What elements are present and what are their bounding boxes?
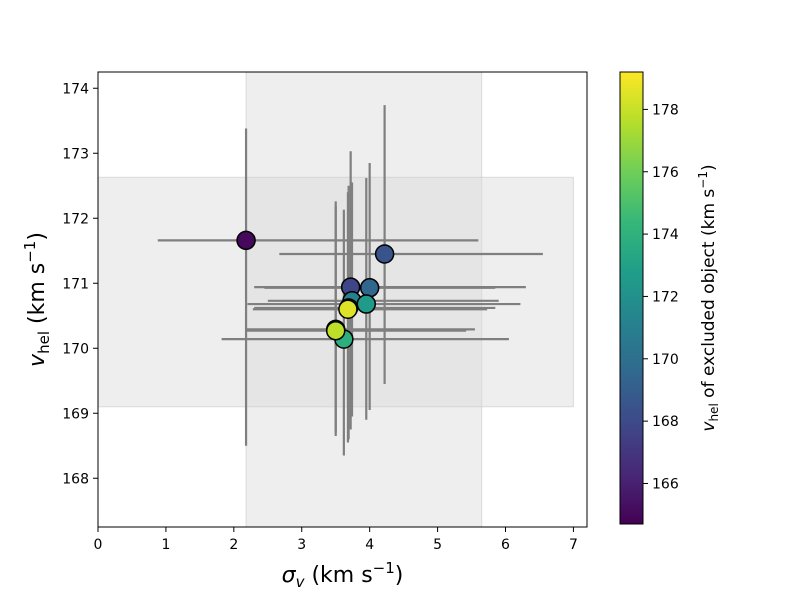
x-tick-label: 4: [365, 537, 374, 553]
x-axis-label-units-post: ): [395, 563, 404, 588]
y-axis-ticks: 168 169 170 171 172 173 174: [62, 81, 98, 487]
error-bars: [157, 105, 543, 456]
x-tick-label: 1: [161, 537, 170, 553]
y-axis-label-units-post: ): [25, 232, 50, 241]
colorbar-label: vhel of excluded object (km s−1): [696, 164, 721, 431]
x-axis-label: σv (km s−1): [282, 559, 404, 591]
y-tick-label: 171: [62, 276, 89, 292]
x-tick-label: 6: [501, 537, 510, 553]
x-axis-label-units-sup: −1: [373, 559, 395, 577]
data-points: [236, 230, 395, 349]
y-tick-label: 173: [62, 146, 89, 162]
colorbar-ticks: 166 168 170 172 174 176 178: [643, 102, 679, 492]
y-axis-label: vhel (km s−1): [21, 232, 53, 367]
colorbar-tick-label: 178: [652, 102, 679, 118]
data-point: [338, 299, 358, 319]
data-point: [356, 294, 377, 314]
y-tick-label: 174: [62, 81, 89, 97]
colorbar-label-sub: hel: [707, 403, 721, 421]
x-tick-label: 7: [569, 537, 578, 553]
x-axis-label-sub: v: [296, 573, 306, 591]
data-point: [325, 320, 346, 341]
colorbar-tick-label: 168: [652, 414, 679, 430]
colorbar-tick-label: 176: [652, 165, 679, 181]
plot-frame: [97, 71, 588, 528]
colorbar-tick-label: 172: [652, 289, 679, 305]
colorbar-label-sup: −1: [696, 171, 710, 189]
x-axis-label-units: [304, 563, 311, 588]
colorbar: [619, 71, 644, 525]
x-axis-ticks: 0 1 2 3 4 5 6 7: [94, 527, 578, 553]
colorbar-tick-label: 174: [652, 227, 679, 243]
colorbar-label-post: ): [699, 164, 719, 171]
colorbar-tick-label: 170: [652, 352, 679, 368]
colorbar-label-text: of excluded object (km s: [699, 189, 719, 404]
y-axis-label-units-pre: (km s: [25, 263, 50, 324]
x-tick-label: 3: [297, 537, 306, 553]
colorbar-tick-label: 166: [652, 476, 679, 492]
colorbar-label-symbol: v: [699, 421, 719, 432]
y-axis-label-units-sup: −1: [21, 241, 39, 263]
x-axis-label-units-pre: (km s: [311, 563, 372, 588]
y-axis-label-sub: hel: [35, 331, 53, 354]
y-axis-label-symbol: v: [25, 353, 50, 367]
data-point: [236, 230, 256, 251]
y-tick-label: 168: [62, 471, 89, 487]
x-tick-label: 5: [433, 537, 442, 553]
x-axis-label-symbol: σ: [282, 563, 297, 588]
y-tick-label: 172: [62, 211, 89, 227]
x-tick-label: 2: [229, 537, 238, 553]
data-point: [359, 278, 380, 298]
y-tick-label: 169: [62, 406, 89, 422]
data-point: [374, 244, 395, 264]
x-tick-label: 0: [94, 537, 103, 553]
y-axis-label-units: [25, 324, 50, 331]
y-tick-label: 170: [62, 341, 89, 357]
